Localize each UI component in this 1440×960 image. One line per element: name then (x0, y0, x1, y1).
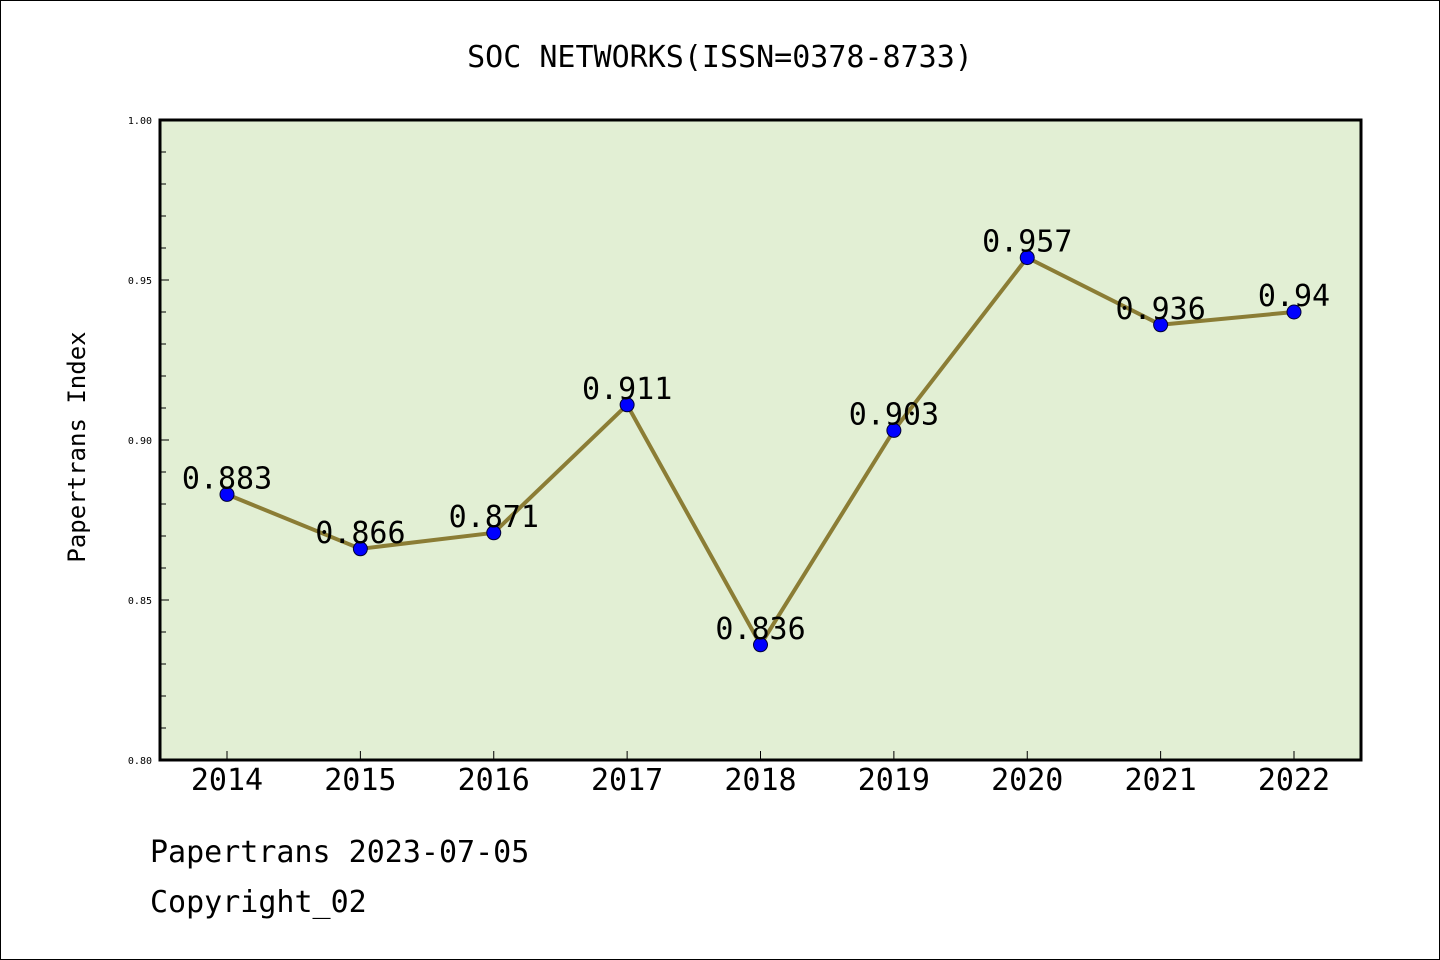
y-tick-label: 0.90 (128, 436, 152, 447)
data-point (1019, 250, 1035, 266)
data-point (1286, 304, 1302, 320)
plot-area (158, 118, 1363, 762)
x-tick-label: 2014 (191, 763, 263, 798)
data-label: 0.883 (182, 461, 272, 496)
data-label: 0.94 (1258, 279, 1330, 314)
x-tick-label: 2019 (858, 763, 930, 798)
data-point (352, 541, 368, 557)
data-label: 0.903 (849, 397, 939, 432)
y-axis-label: Papertrans Index (63, 331, 91, 562)
x-axis: 2014 2015 2016 2017 2018 2019 2020 2021 2022 (191, 751, 1330, 798)
data-label: 0.871 (449, 500, 539, 535)
chart-title: SOC NETWORKS(ISSN=0378-8733) (467, 40, 973, 75)
data-point (219, 486, 235, 502)
x-tick-label: 2020 (991, 763, 1063, 798)
footer-date: Papertrans 2023-07-05 (150, 835, 530, 870)
y-tick-label: 0.80 (128, 756, 152, 767)
x-tick-label: 2015 (324, 763, 396, 798)
y-tick-label: 0.85 (128, 596, 152, 607)
data-label: 0.836 (715, 612, 805, 647)
data-label: 0.911 (582, 372, 672, 407)
data-point (1153, 317, 1169, 333)
series-layer: 0.883 0.866 0.871 0.911 0.836 0.903 0.957 0.936… (182, 225, 1330, 653)
data-point (619, 397, 635, 413)
data-label: 0.866 (315, 516, 405, 551)
x-tick-label: 2018 (724, 763, 796, 798)
x-tick-label: 2016 (458, 763, 530, 798)
y-axis: 0.80 0.85 0.90 0.95 1.00 (128, 116, 169, 767)
data-point (886, 422, 902, 438)
y-tick-label: 1.00 (128, 116, 152, 127)
x-tick-label: 2021 (1125, 763, 1197, 798)
data-label: 0.957 (982, 225, 1072, 260)
footer-copyright: Copyright_02 (150, 885, 367, 920)
x-tick-label: 2017 (591, 763, 663, 798)
data-label: 0.936 (1115, 292, 1205, 327)
data-point (753, 637, 768, 653)
data-point (486, 525, 502, 541)
y-tick-label: 0.95 (128, 276, 152, 287)
x-tick-label: 2022 (1258, 763, 1330, 798)
